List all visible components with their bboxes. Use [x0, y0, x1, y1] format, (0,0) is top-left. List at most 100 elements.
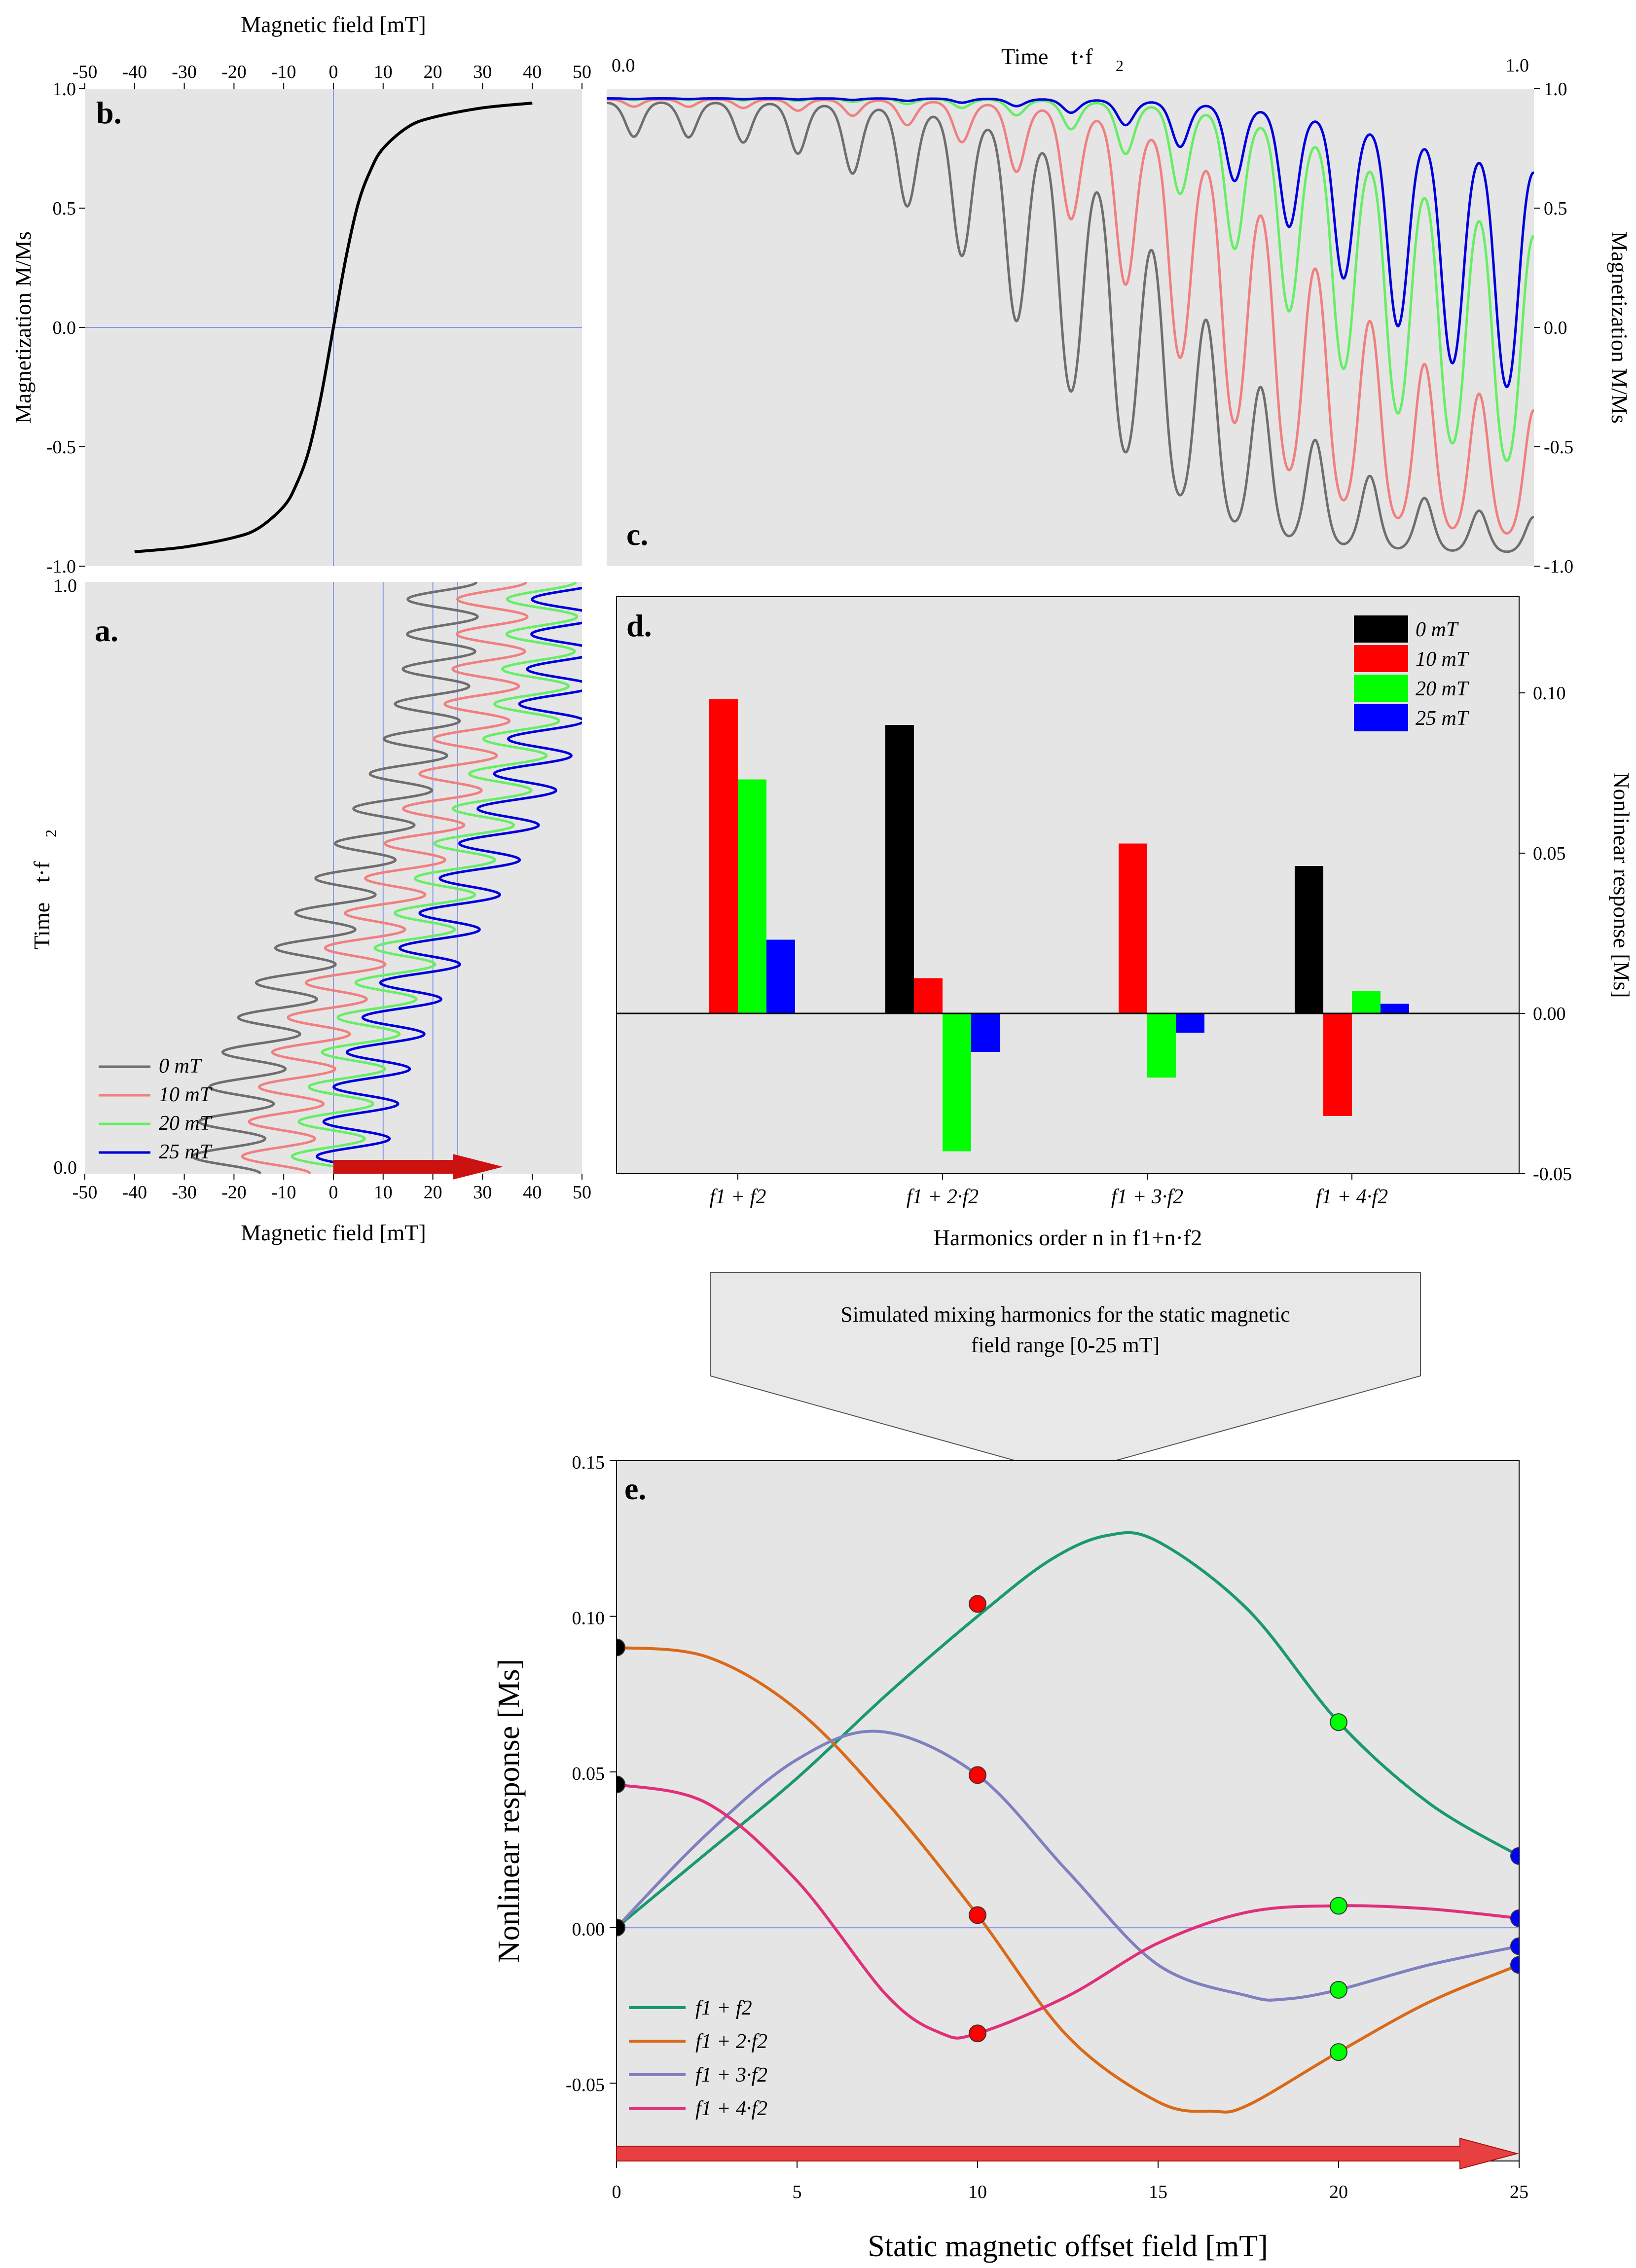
panel-a-ytick-label: 1.0: [54, 576, 77, 596]
panel-d-ytick-label: 0.05: [1533, 843, 1566, 864]
panel-c-xlabel-sub: 2: [1116, 57, 1124, 74]
panel-c: c. Time t·f 2 Magnetization M/Ms 0.0 1.0 …: [607, 44, 1632, 577]
panel-e-ytick-label: 0.15: [572, 1452, 605, 1473]
panel-a-xtick-label: 0: [329, 1182, 338, 1203]
panel-d-bar: [971, 1013, 1000, 1052]
panel-c-ytick-label: 0.5: [1544, 198, 1567, 219]
panel-a-xtick-label: -30: [172, 1182, 197, 1203]
panel-e-ytick-label: -0.05: [566, 2075, 605, 2095]
panel-e-marker: [617, 1918, 625, 1937]
panel-d-bar: [1381, 1004, 1409, 1013]
panel-b-xtick-label: -50: [73, 62, 98, 82]
panel-a-legend-label: 25 mT: [159, 1141, 213, 1163]
panel-d-xtick-label: f1 + 3·f2: [1111, 1186, 1183, 1208]
panel-e-label: e.: [624, 1471, 646, 1506]
panel-a-xtick-label: 10: [374, 1182, 393, 1203]
panel-e-legend-label: f1 + 4·f2: [695, 2097, 767, 2120]
panel-e-ytick-label: 0.00: [572, 1919, 605, 1940]
panel-a-xtick-label: 50: [573, 1182, 591, 1203]
panel-e: e. Static magnetic offset field [mT] Non…: [492, 1452, 1528, 2263]
panel-a-xlabel: Magnetic field [mT]: [241, 1220, 426, 1245]
panel-d-legend-swatch: [1354, 675, 1408, 702]
panel-c-xlabel-sym: t·f: [1071, 44, 1093, 69]
panel-b-ytick-label: -0.5: [46, 437, 76, 458]
panel-d-xtick-label: f1 + f2: [710, 1186, 766, 1208]
panel-d-bar: [1119, 843, 1147, 1013]
panel-d-legend-label: 10 mT: [1416, 648, 1469, 671]
panel-b-xtick-label: -40: [122, 62, 147, 82]
panel-e-xtick-label: 15: [1149, 2182, 1167, 2202]
panel-d-ytick-label: 0.00: [1533, 1004, 1566, 1024]
panel-b-xlabel: Magnetic field [mT]: [241, 12, 426, 37]
panel-b-xtick-label: 0: [329, 62, 338, 82]
panel-c-curve-1: [607, 98, 1534, 535]
panel-b-ytick-label: 0.0: [53, 318, 76, 338]
panel-c-ytick-label: 0.0: [1544, 318, 1567, 338]
panel-a: a. Magnetic field [mT] Time t·f 2 -50 -40…: [29, 576, 591, 1245]
panel-d-legend-swatch: [1354, 645, 1408, 672]
panel-e-marker: [617, 1775, 625, 1794]
panel-e-xtick-label: 10: [968, 2182, 987, 2202]
panel-b-xtick-label: -30: [172, 62, 197, 82]
panel-d-legend-swatch: [1354, 704, 1408, 731]
panel-b-curve: [134, 102, 533, 553]
panel-c-ytick-label: -0.5: [1544, 437, 1573, 458]
panel-d-bar: [709, 699, 738, 1013]
panel-d-legend-label: 0 mT: [1416, 618, 1459, 641]
callout-shape: [710, 1272, 1421, 1476]
panel-a-xtick-label: -50: [73, 1182, 98, 1203]
panel-e-xlabel: Static magnetic offset field [mT]: [868, 2230, 1268, 2263]
panel-e-offset-arrow: [616, 2137, 1519, 2170]
panel-d-bar: [943, 1013, 971, 1152]
panel-c-xtick-label: 1.0: [1506, 55, 1529, 76]
panel-e-legend-label: f1 + 3·f2: [695, 2064, 767, 2087]
panel-e-marker: [969, 2024, 986, 2043]
panel-b-xtick-label: 30: [473, 62, 492, 82]
panel-a-ylabel-sub: 2: [42, 829, 60, 837]
panel-d-bar: [766, 939, 795, 1013]
callout-line-1: Simulated mixing harmonics for the stati…: [840, 1302, 1290, 1327]
panel-e-marker: [1330, 1897, 1347, 1915]
panel-e-marker: [1330, 2043, 1347, 2061]
panel-a-curve-0: [191, 582, 479, 1174]
panel-d-bar: [1323, 1013, 1352, 1116]
panel-a-legend-label: 0 mT: [159, 1055, 202, 1078]
panel-d-bar: [1147, 1013, 1176, 1078]
panel-e-legend-label: f1 + f2: [695, 1997, 752, 2019]
panel-d-ytick-label: -0.05: [1533, 1164, 1572, 1185]
panel-a-xtick-label: -10: [271, 1182, 296, 1203]
panel-a-xtick-label: 40: [523, 1182, 542, 1203]
panel-a-ylabel: Time: [29, 902, 54, 949]
panel-e-curve-1: [617, 1646, 1519, 2114]
panel-d: d. Harmonics order n in f1+n·f2 Nonlinea…: [616, 596, 1634, 1250]
panel-a-curve-3: [315, 586, 582, 1174]
panel-d-xtick-label: f1 + 2·f2: [907, 1186, 979, 1208]
panel-e-ytick-label: 0.10: [572, 1608, 605, 1629]
panel-b-ytick-label: 1.0: [53, 79, 76, 100]
panel-d-label: d.: [626, 608, 652, 643]
panel-b-ytick-label: -1.0: [46, 556, 76, 577]
panel-e-curve-3: [617, 1783, 1519, 2040]
panel-a-xtick-label: 20: [424, 1182, 442, 1203]
panel-d-ytick-label: 0.10: [1533, 683, 1566, 704]
panel-d-xtick-label: f1 + 4·f2: [1316, 1186, 1388, 1208]
panel-d-bar: [1295, 866, 1323, 1013]
panel-d-legend-swatch: [1354, 615, 1408, 643]
panel-a-legend-label: 10 mT: [159, 1083, 213, 1106]
panel-e-ytick-label: 0.05: [572, 1764, 605, 1784]
panel-e-marker: [617, 1638, 625, 1656]
panel-e-marker: [1510, 1937, 1519, 1955]
panel-d-legend-label: 25 mT: [1416, 707, 1469, 730]
panel-a-curve-2: [291, 582, 579, 1174]
panel-c-curve-3: [607, 97, 1534, 389]
panel-e-marker: [1510, 1956, 1519, 1974]
panel-e-marker: [1330, 1713, 1347, 1731]
panel-d-ylabel: Nonlinear response [Ms]: [1609, 772, 1634, 998]
panel-d-legend-label: 20 mT: [1416, 678, 1469, 700]
panel-b-xtick-label: 10: [374, 62, 393, 82]
panel-d-bar: [885, 725, 914, 1013]
panel-c-background: [607, 89, 1534, 566]
panel-a-xtick-label: 30: [473, 1182, 492, 1203]
panel-b-xtick-label: 20: [424, 62, 442, 82]
